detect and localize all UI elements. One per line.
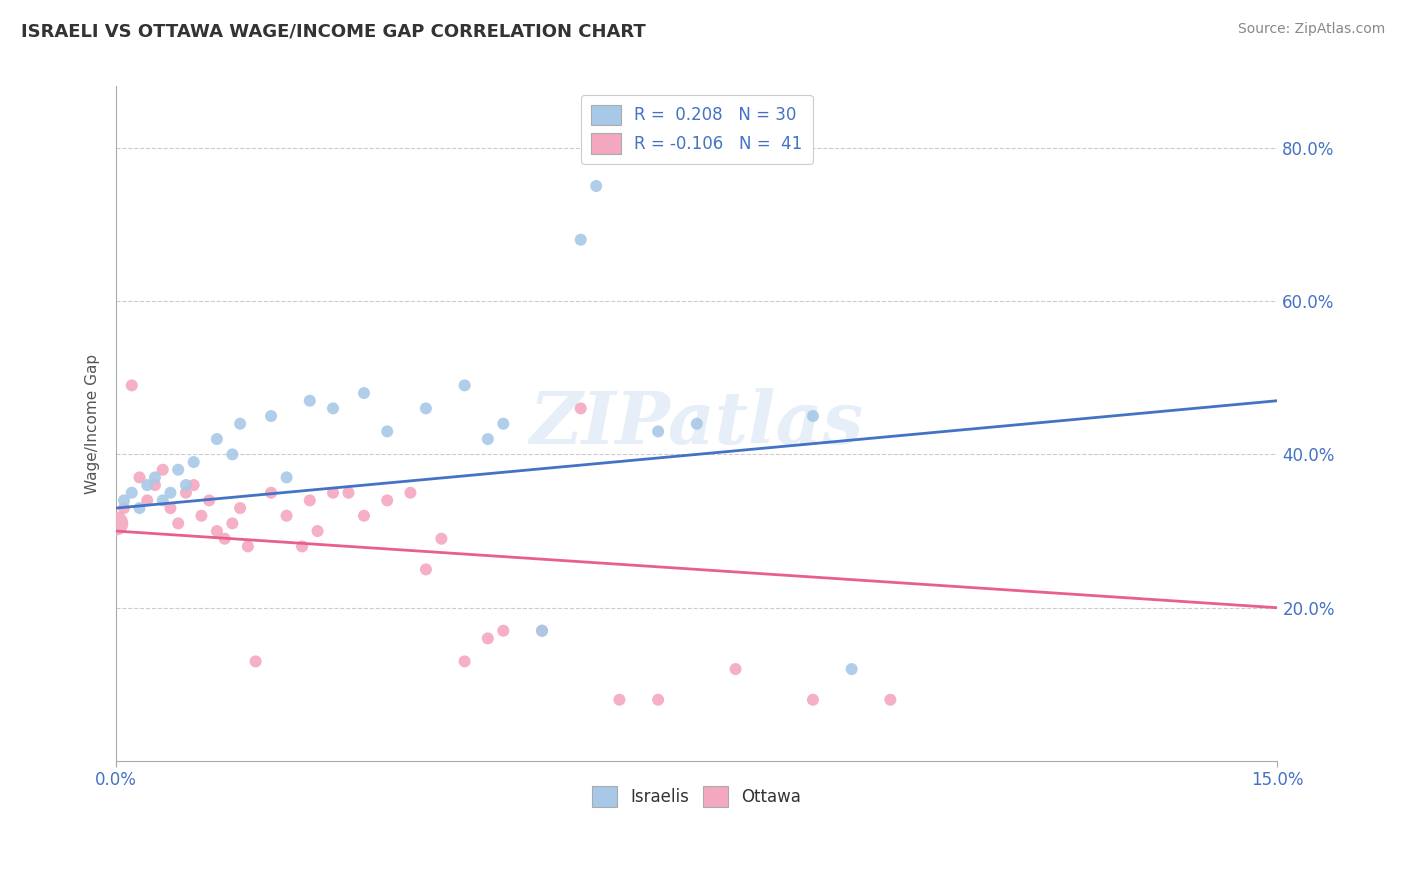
Point [190,508,212,523]
Point [229,417,252,431]
Point [841,662,863,676]
Point [291,540,314,554]
Point [322,401,344,416]
Point [221,516,243,531]
Point [183,455,205,469]
Point [879,692,901,706]
Point [159,501,181,516]
Legend: Israelis, Ottawa: Israelis, Ottawa [586,780,808,814]
Text: ZIPatlas: ZIPatlas [530,388,863,459]
Point [585,179,607,194]
Point [105,516,128,531]
Point [174,485,197,500]
Point [492,624,515,638]
Point [198,493,221,508]
Point [276,470,298,484]
Point [477,632,499,646]
Text: Source: ZipAtlas.com: Source: ZipAtlas.com [1237,22,1385,37]
Point [477,432,499,446]
Text: ISRAELI VS OTTAWA WAGE/INCOME GAP CORRELATION CHART: ISRAELI VS OTTAWA WAGE/INCOME GAP CORREL… [21,22,645,40]
Point [112,493,135,508]
Point [353,386,375,401]
Point [399,485,422,500]
Point [221,447,243,461]
Y-axis label: Wage/Income Gap: Wage/Income Gap [86,353,100,494]
Point [128,470,150,484]
Point [167,516,190,531]
Point [453,378,475,392]
Point [167,463,190,477]
Point [229,501,252,516]
Point [143,478,166,492]
Point [801,692,824,706]
Point [183,478,205,492]
Point [128,501,150,516]
Point [205,432,228,446]
Point [121,378,143,392]
Point [307,524,329,538]
Point [159,485,181,500]
Point [337,485,360,500]
Point [236,540,259,554]
Point [245,654,267,668]
Point [136,478,159,492]
Point [214,532,236,546]
Point [112,501,135,516]
Point [298,393,321,408]
Point [609,692,631,706]
Point [152,463,174,477]
Point [724,662,747,676]
Point [353,508,375,523]
Point [152,493,174,508]
Point [298,493,321,508]
Point [136,493,159,508]
Point [801,409,824,423]
Point [430,532,453,546]
Point [531,624,554,638]
Point [143,470,166,484]
Point [276,508,298,523]
Point [569,401,592,416]
Point [121,485,143,500]
Point [569,233,592,247]
Point [647,425,669,439]
Point [647,692,669,706]
Point [686,417,709,431]
Point [205,524,228,538]
Point [415,401,437,416]
Point [531,624,554,638]
Point [260,485,283,500]
Point [453,654,475,668]
Point [375,425,398,439]
Point [415,562,437,576]
Point [492,417,515,431]
Point [260,409,283,423]
Point [322,485,344,500]
Point [375,493,398,508]
Point [174,478,197,492]
